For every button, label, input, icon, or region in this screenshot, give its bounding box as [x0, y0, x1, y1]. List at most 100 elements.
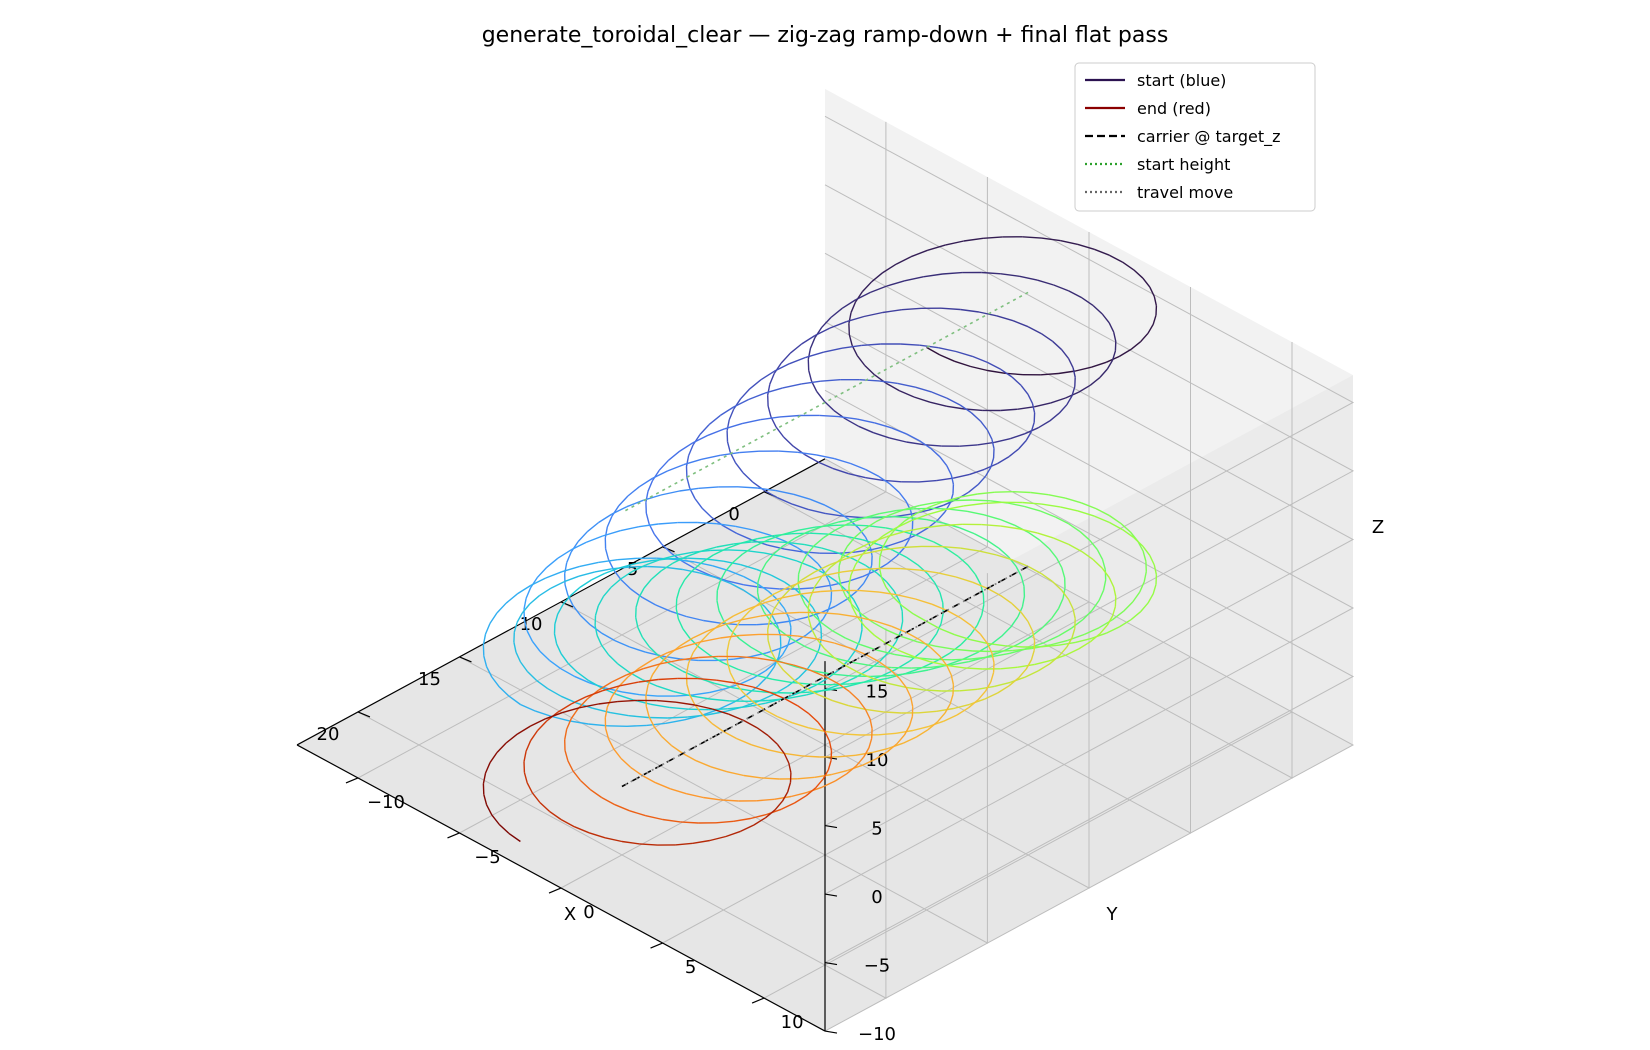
toroidal-segment-3 [949, 694, 954, 705]
toroidal-segment-2 [851, 557, 866, 567]
toroidal-segment-1 [805, 626, 817, 636]
toroidal-segment-3 [484, 762, 491, 774]
toroidal-segment-2 [926, 518, 944, 524]
toroidal-segment-1 [808, 370, 813, 382]
toroidal-segment-3 [604, 728, 610, 739]
toroidal-segment-3 [910, 696, 914, 707]
toroidal-segment-1 [872, 545, 889, 551]
toroidal-segment-3 [692, 642, 701, 653]
toroidal-segment-1 [545, 571, 563, 579]
toroidal-segment-1 [777, 497, 793, 505]
toroidal-segment-1 [1111, 350, 1117, 361]
toroidal-segment-1 [692, 691, 711, 696]
toroidal-segment-3 [601, 796, 616, 806]
toroidal-segment-2 [772, 545, 784, 555]
toroidal-segment-1 [728, 408, 735, 421]
toroidal-segment-3 [483, 794, 488, 805]
toroidal-segment-2 [629, 565, 648, 568]
toroidal-segment-1 [903, 538, 911, 548]
toroidal-segment-3 [808, 618, 813, 629]
toroidal-segment-1 [695, 568, 712, 577]
toroidal-segment-3 [793, 664, 811, 671]
toroidal-segment-1 [791, 503, 809, 511]
toroidal-segment-3 [824, 731, 831, 742]
toroidal-segment-3 [726, 640, 730, 652]
toroidal-segment-2 [730, 582, 745, 591]
toroidal-segment-2 [751, 540, 770, 543]
toroidal-segment-3 [878, 732, 897, 736]
toroidal-segment-2 [519, 661, 528, 672]
toroidal-segment-1 [871, 272, 884, 283]
toroidal-segment-3 [733, 817, 751, 822]
toroidal-segment-1 [889, 483, 900, 494]
toroidal-segment-2 [617, 663, 630, 673]
toroidal-segment-3 [1037, 663, 1051, 672]
toroidal-segment-1 [788, 617, 792, 628]
toroidal-segment-3 [639, 843, 658, 846]
toroidal-segment-1 [841, 344, 862, 349]
toroidal-segment-2 [669, 663, 684, 672]
toroidal-segment-1 [954, 360, 971, 368]
toroidal-segment-1 [882, 263, 897, 274]
toroidal-segment-1 [827, 600, 832, 611]
toroidal-segment-3 [928, 720, 944, 728]
toroidal-segment-2 [578, 571, 596, 577]
toroidal-segment-3 [938, 572, 957, 578]
toroidal-segment-2 [944, 496, 961, 503]
toroidal-segment-2 [1091, 599, 1100, 611]
toroidal-segment-1 [930, 447, 941, 458]
toroidal-segment-3 [823, 647, 835, 658]
toroidal-segment-3 [987, 587, 1002, 597]
toroidal-segment-2 [726, 542, 742, 550]
toroidal-segment-2 [840, 676, 856, 686]
toroidal-segment-2 [838, 575, 842, 586]
toroidal-segment-1 [1113, 331, 1117, 342]
toroidal-segment-3 [750, 813, 767, 820]
toroidal-segment-3 [861, 567, 881, 571]
toroidal-segment-3 [1105, 626, 1120, 634]
toroidal-segment-1 [898, 492, 907, 502]
gridline-z [824, 389, 1355, 964]
toroidal-segment-2 [872, 665, 892, 669]
toroidal-segment-1 [775, 489, 794, 495]
toroidal-segment-3 [801, 755, 820, 758]
toroidal-segment-1 [828, 581, 833, 592]
toroidal-segment-3 [686, 793, 704, 799]
toroidal-segment-3 [757, 657, 777, 662]
toroidal-segment-3 [990, 672, 995, 683]
x-axis-label: X [564, 904, 576, 925]
toroidal-segment-3 [1108, 577, 1115, 588]
toroidal-segment-3 [910, 513, 928, 522]
toroidal-segment-3 [865, 653, 880, 663]
toroidal-segment-2 [1051, 608, 1060, 619]
toroidal-segment-1 [1058, 370, 1076, 375]
toroidal-segment-2 [949, 508, 968, 512]
toroidal-segment-1 [801, 380, 821, 385]
toroidal-segment-2 [626, 724, 647, 727]
toroidal-segment-1 [1019, 275, 1038, 281]
toroidal-segment-3 [656, 699, 677, 703]
toroidal-segment-2 [619, 562, 636, 569]
toroidal-segment-1 [740, 388, 751, 400]
toroidal-segment-2 [851, 604, 862, 615]
toroidal-segment-2 [766, 666, 775, 678]
toroidal-segment-3 [770, 650, 777, 662]
toroidal-segment-3 [828, 740, 833, 751]
toroidal-segment-2 [770, 574, 785, 583]
toroidal-segment-2 [588, 679, 602, 689]
toroidal-segment-3 [939, 627, 955, 636]
toroidal-segment-2 [678, 579, 686, 590]
toroidal-segment-2 [990, 652, 1010, 658]
toroidal-segment-1 [910, 249, 928, 258]
toroidal-segment-1 [886, 280, 905, 287]
toroidal-segment-2 [929, 500, 945, 508]
toroidal-segment-1 [604, 548, 610, 560]
toroidal-segment-2 [960, 634, 971, 645]
toroidal-segment-2 [892, 596, 903, 607]
toroidal-segment-3 [557, 703, 572, 713]
toroidal-segment-2 [872, 621, 887, 631]
toroidal-segment-2 [822, 521, 839, 528]
toroidal-segment-1 [970, 412, 981, 422]
toroidal-segment-3 [780, 588, 791, 599]
toroidal-segment-1 [846, 315, 865, 323]
